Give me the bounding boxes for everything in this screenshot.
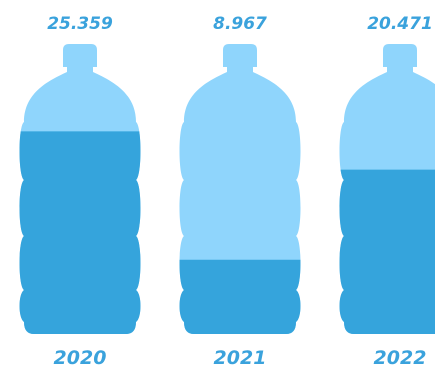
category-label-2021: 2021 [214,347,267,369]
labels-group: 25.359 2020 8.967 2021 20.471 2022 [47,14,433,369]
value-label-2020: 25.359 [47,14,113,34]
value-label-2022: 20.471 [367,14,433,34]
bar-fill-2021 [179,259,301,334]
value-label-2021: 8.967 [213,14,267,34]
category-label-2022: 2022 [374,347,427,369]
category-label-2020: 2020 [54,347,107,369]
bar-fill-2020 [19,131,141,334]
bar-fill-2022 [339,169,435,334]
bottles-group [19,44,435,334]
